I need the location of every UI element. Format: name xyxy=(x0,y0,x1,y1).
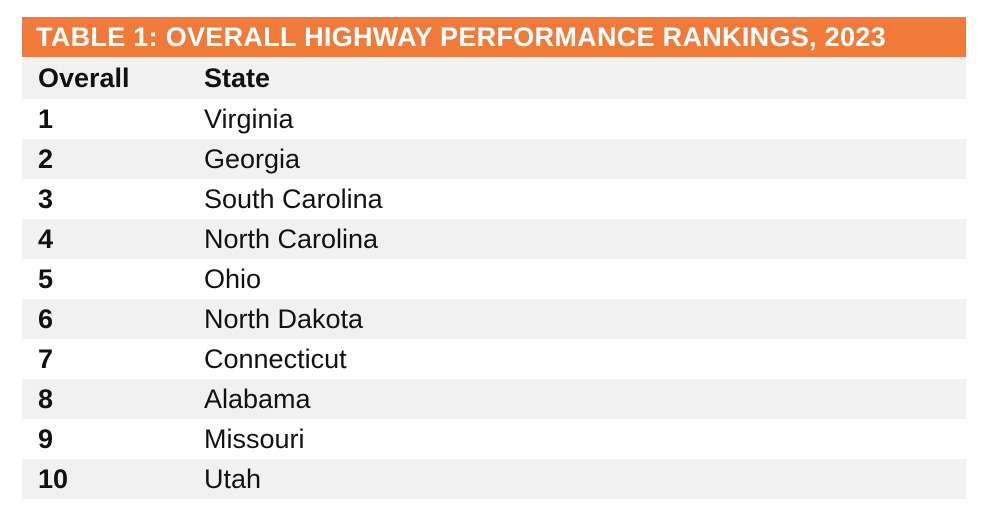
header-state: State xyxy=(204,62,271,93)
table-row: 9 Missouri xyxy=(22,419,966,459)
state-cell: North Dakota xyxy=(204,303,364,334)
table-row: 8 Alabama xyxy=(22,379,966,419)
state-cell: Ohio xyxy=(204,263,262,294)
rank-cell: 7 xyxy=(38,343,54,374)
table-row: 2 Georgia xyxy=(22,139,966,179)
rank-cell: 5 xyxy=(38,263,54,294)
state-cell: Connecticut xyxy=(204,343,347,374)
rank-cell: 1 xyxy=(38,103,54,134)
state-cell: Alabama xyxy=(204,383,311,414)
table-row: 10 Utah xyxy=(22,459,966,499)
rank-cell: 6 xyxy=(38,303,54,334)
state-cell: Utah xyxy=(204,463,262,494)
state-cell: Virginia xyxy=(204,103,294,134)
table-row: 5 Ohio xyxy=(22,259,966,299)
state-cell: Georgia xyxy=(204,143,301,174)
table-row: 3 South Carolina xyxy=(22,179,966,219)
rank-cell: 10 xyxy=(38,463,69,494)
rank-cell: 2 xyxy=(38,143,54,174)
table-row: 6 North Dakota xyxy=(22,299,966,339)
table-row: 1 Virginia xyxy=(22,99,966,139)
rank-cell: 4 xyxy=(38,223,54,254)
rank-cell: 8 xyxy=(38,383,54,414)
state-cell: North Carolina xyxy=(204,223,379,254)
rankings-table: TABLE 1: OVERALL HIGHWAY PERFORMANCE RAN… xyxy=(22,17,966,499)
table-title: TABLE 1: OVERALL HIGHWAY PERFORMANCE RAN… xyxy=(22,17,966,57)
state-cell: South Carolina xyxy=(204,183,383,214)
table-row: 4 North Carolina xyxy=(22,219,966,259)
table-header-row: Overall State xyxy=(22,57,966,99)
rank-cell: 9 xyxy=(38,423,54,454)
header-overall: Overall xyxy=(38,62,130,93)
rank-cell: 3 xyxy=(38,183,54,214)
table-row: 7 Connecticut xyxy=(22,339,966,379)
state-cell: Missouri xyxy=(204,423,305,454)
